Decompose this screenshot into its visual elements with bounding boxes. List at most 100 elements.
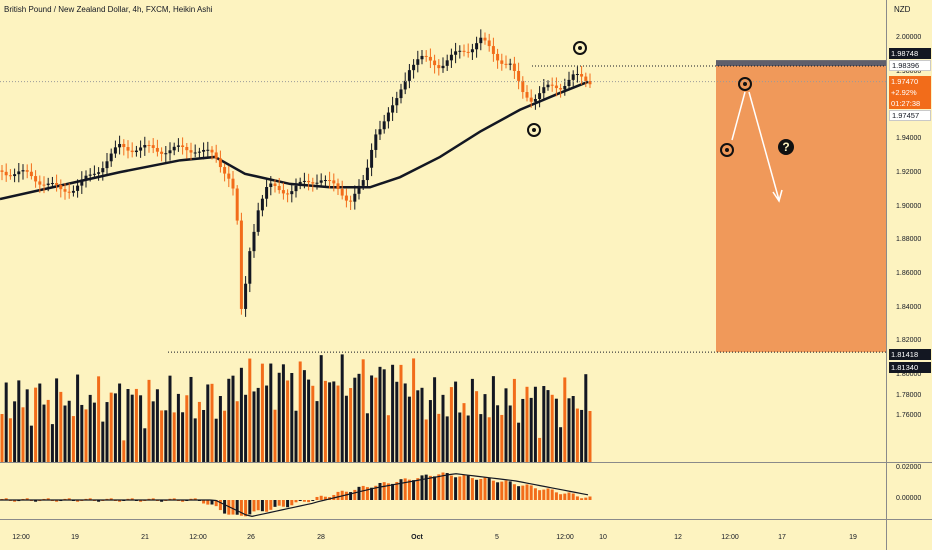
oscillator-bar xyxy=(361,485,365,500)
volume-bar xyxy=(332,381,336,462)
candle-body xyxy=(319,180,323,183)
last-price-value: 1.97470 xyxy=(891,77,919,86)
candle-body xyxy=(529,97,533,102)
candle-body xyxy=(97,172,101,174)
candle-body xyxy=(496,53,500,61)
price-tick-label: 1.92000 xyxy=(896,168,922,176)
volume-bar xyxy=(46,399,50,462)
candle-body xyxy=(399,89,403,99)
stop-zone xyxy=(716,60,886,67)
candle-body xyxy=(122,143,126,148)
volume-bar xyxy=(176,393,180,462)
candle-body xyxy=(143,145,147,148)
candle-body xyxy=(525,92,529,98)
oscillator-bar xyxy=(584,497,588,500)
oscillator-bar xyxy=(365,487,369,500)
candle-body xyxy=(155,147,159,152)
oscillator-bar xyxy=(214,500,218,507)
oscillator-bar xyxy=(67,498,71,500)
candle-body xyxy=(105,161,109,169)
top-point-marker-icon[interactable] xyxy=(573,41,587,55)
candle-body xyxy=(252,231,256,252)
time-tick-label: 10 xyxy=(599,534,607,541)
oscillator-bar xyxy=(483,477,487,500)
oscillator-bar xyxy=(538,490,542,500)
candle-body xyxy=(487,40,491,47)
oscillator-bar xyxy=(88,498,92,500)
pullback-marker-icon[interactable] xyxy=(720,143,734,157)
oscillator-signal-line xyxy=(0,473,589,517)
volume-bar xyxy=(97,376,101,462)
candle-body xyxy=(340,189,344,196)
candle-body xyxy=(113,147,117,154)
candle-body xyxy=(311,182,315,184)
time-tick-label: Oct xyxy=(411,534,423,541)
volume-bar xyxy=(193,418,197,462)
oscillator-bar xyxy=(370,487,374,500)
volume-bar xyxy=(147,379,151,462)
candle-body xyxy=(210,149,214,153)
volume-bar xyxy=(584,374,588,462)
oscillator-bar xyxy=(210,500,214,505)
oscillator-bar xyxy=(517,486,521,500)
last-price-tag: 1.97470 +2.92% 01:27:38 xyxy=(889,76,931,109)
candle-body xyxy=(550,84,554,86)
chart-title: British Pound / New Zealand Dollar, 4h, … xyxy=(4,5,213,14)
volume-bar xyxy=(25,389,29,462)
candle-body xyxy=(185,146,189,151)
candle-body xyxy=(575,74,579,76)
candle-body xyxy=(4,171,8,176)
oscillator-bar xyxy=(286,500,290,508)
price-tick-label: 1.76000 xyxy=(896,412,922,419)
volume-bar xyxy=(437,413,441,462)
volume-bar xyxy=(340,354,344,462)
oscillator-bar xyxy=(344,491,348,500)
volume-bar xyxy=(227,378,231,462)
candle-body xyxy=(214,152,218,159)
volume-bar xyxy=(252,391,256,462)
volume-bar xyxy=(151,401,155,462)
volume-bar xyxy=(130,394,134,462)
oscillator-bar xyxy=(189,498,193,500)
candle-body xyxy=(147,145,151,147)
oscillator-bar xyxy=(25,498,29,500)
candle-body xyxy=(470,49,474,53)
time-tick-label: 12:00 xyxy=(12,534,30,541)
oscillator-bar xyxy=(290,500,294,506)
oscillator-bar xyxy=(307,500,311,503)
oscillator-bar xyxy=(218,500,222,511)
volume-bar xyxy=(63,405,67,462)
volume-bar xyxy=(328,382,332,462)
oscillator-bar xyxy=(168,498,172,500)
volume-bar xyxy=(109,392,113,462)
volume-bar xyxy=(433,377,437,462)
candle-body xyxy=(437,65,441,69)
volume-bar xyxy=(470,378,474,462)
time-tick-label: 17 xyxy=(778,534,786,541)
candle-body xyxy=(466,51,470,53)
volume-bar xyxy=(424,419,428,462)
volume-bar xyxy=(386,415,390,462)
candle-body xyxy=(38,181,42,185)
candle-body xyxy=(538,93,542,100)
entry-point-marker-icon[interactable] xyxy=(738,77,752,91)
ma-touch-marker-icon[interactable] xyxy=(527,123,541,137)
oscillator-bar xyxy=(525,484,529,500)
volume-bar xyxy=(500,414,504,462)
time-tick-label: 21 xyxy=(141,534,149,541)
question-mark-icon[interactable]: ? xyxy=(778,139,794,155)
candle-body xyxy=(449,54,453,61)
oscillator-bar xyxy=(479,478,483,500)
volume-bar xyxy=(567,398,571,462)
candle-body xyxy=(8,175,12,177)
oscillator-bar xyxy=(559,494,563,500)
candle-body xyxy=(193,152,197,154)
volume-bar xyxy=(168,375,172,462)
oscillator-bar xyxy=(273,500,277,507)
oscillator-bar xyxy=(181,500,185,502)
oscillator-bar xyxy=(475,479,479,500)
oscillator-bar xyxy=(172,498,176,500)
volume-bar xyxy=(273,409,277,462)
candle-body xyxy=(248,251,252,284)
